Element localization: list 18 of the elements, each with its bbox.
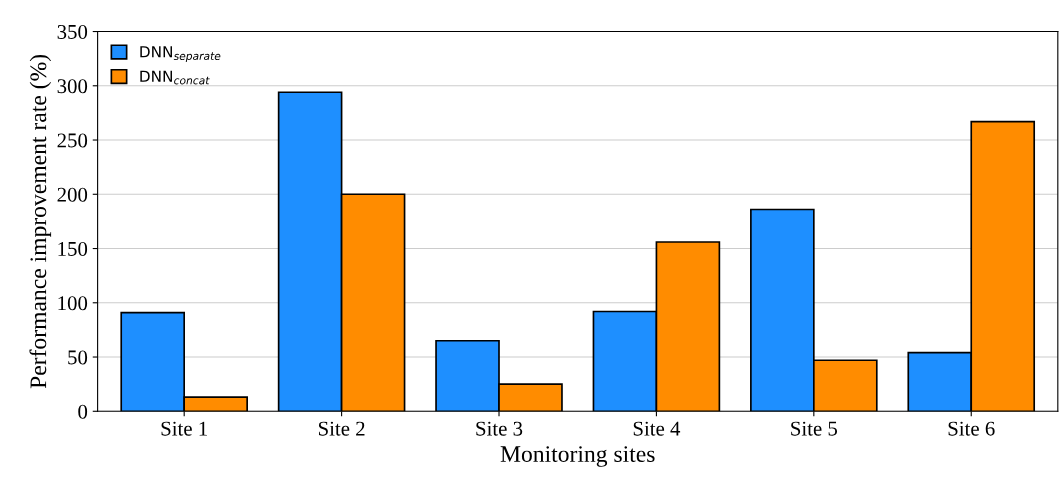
y-axis-title: Performance improvement rate (%) [29,54,52,389]
y-tick-label: 50 [68,350,88,365]
x-axis-title: Monitoring sites [500,446,655,467]
y-tick-label: 200 [57,187,88,202]
y-tick-label: 300 [57,79,88,94]
y-tick-label: 0 [78,404,88,419]
x-tick-label: Site 4 [633,421,681,436]
y-tick-label: 100 [58,296,88,311]
y-tick-label: 250 [57,133,88,148]
x-tick-label: Site 6 [948,421,995,436]
y-tick-label: 350 [57,24,88,39]
x-tick-label: Site 5 [791,421,838,436]
x-tick-label: Site 1 [161,421,207,436]
x-tick-label: Site 2 [318,421,365,436]
y-tick-label: 150 [58,241,88,256]
legend-label: DNN$_{separate}$ [140,46,221,63]
legend-label: DNN$_{concat}$ [140,70,210,85]
x-tick-label: Site 3 [476,421,523,436]
